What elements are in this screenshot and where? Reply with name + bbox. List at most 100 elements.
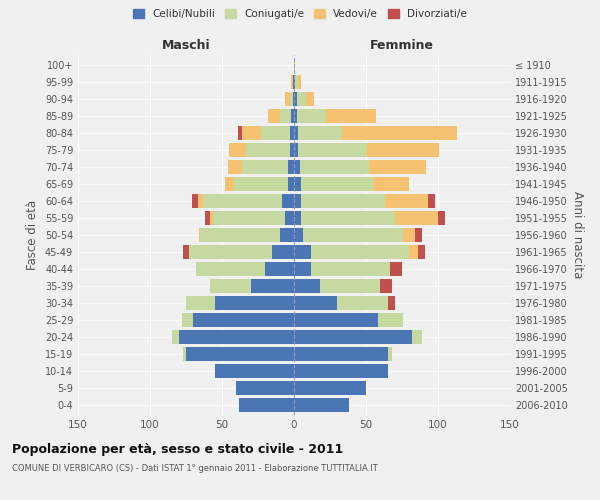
Bar: [418, 245, 425, 259]
Bar: [192, 194, 197, 208]
Text: Femmine: Femmine: [370, 38, 434, 52]
Bar: [211, 279, 251, 293]
Bar: [238, 126, 242, 140]
Bar: [300, 160, 369, 174]
Bar: [428, 194, 435, 208]
Bar: [293, 92, 294, 106]
Bar: [302, 228, 403, 242]
Bar: [186, 347, 294, 361]
Bar: [186, 296, 215, 310]
Bar: [409, 245, 418, 259]
Bar: [373, 177, 409, 191]
Bar: [215, 296, 294, 310]
Bar: [294, 347, 388, 361]
Bar: [225, 177, 233, 191]
Bar: [242, 126, 261, 140]
Bar: [367, 143, 439, 157]
Bar: [326, 109, 376, 123]
Bar: [286, 211, 294, 225]
Text: Maschi: Maschi: [161, 38, 211, 52]
Bar: [291, 109, 294, 123]
Bar: [179, 330, 294, 344]
Bar: [385, 194, 428, 208]
Bar: [283, 194, 294, 208]
Bar: [388, 296, 395, 310]
Bar: [298, 143, 367, 157]
Bar: [293, 75, 294, 89]
Bar: [294, 177, 301, 191]
Bar: [320, 279, 380, 293]
Bar: [268, 109, 280, 123]
Bar: [301, 211, 395, 225]
Bar: [403, 228, 415, 242]
Legend: Celibi/Nubili, Coniugati/e, Vedovi/e, Divorziati/e: Celibi/Nubili, Coniugati/e, Vedovi/e, Di…: [129, 5, 471, 24]
Bar: [183, 245, 189, 259]
Bar: [236, 381, 294, 395]
Bar: [183, 347, 186, 361]
Bar: [193, 313, 294, 327]
Bar: [294, 126, 298, 140]
Bar: [294, 75, 295, 89]
Bar: [196, 262, 265, 276]
Y-axis label: Fasce di età: Fasce di età: [26, 200, 39, 270]
Bar: [380, 279, 392, 293]
Bar: [288, 160, 294, 174]
Bar: [286, 92, 290, 106]
Bar: [301, 194, 385, 208]
Bar: [203, 194, 283, 208]
Bar: [298, 75, 301, 89]
Bar: [295, 75, 298, 89]
Bar: [294, 296, 337, 310]
Bar: [261, 126, 290, 140]
Bar: [290, 92, 293, 106]
Bar: [294, 381, 366, 395]
Bar: [412, 330, 422, 344]
Bar: [290, 143, 294, 157]
Bar: [438, 211, 445, 225]
Bar: [294, 364, 388, 378]
Bar: [189, 245, 272, 259]
Bar: [280, 109, 291, 123]
Bar: [301, 177, 373, 191]
Bar: [369, 160, 427, 174]
Bar: [197, 194, 203, 208]
Bar: [311, 262, 391, 276]
Bar: [291, 75, 293, 89]
Bar: [294, 228, 302, 242]
Bar: [294, 109, 297, 123]
Bar: [294, 262, 311, 276]
Bar: [294, 245, 311, 259]
Bar: [214, 211, 286, 225]
Bar: [415, 228, 422, 242]
Bar: [215, 364, 294, 378]
Bar: [294, 398, 349, 412]
Bar: [294, 143, 298, 157]
Bar: [395, 211, 438, 225]
Bar: [288, 177, 294, 191]
Text: Popolazione per età, sesso e stato civile - 2011: Popolazione per età, sesso e stato civil…: [12, 442, 343, 456]
Bar: [294, 58, 295, 72]
Bar: [388, 347, 392, 361]
Bar: [228, 160, 242, 174]
Bar: [199, 228, 200, 242]
Bar: [294, 330, 412, 344]
Y-axis label: Anni di nascita: Anni di nascita: [571, 192, 584, 278]
Bar: [239, 398, 294, 412]
Text: COMUNE DI VERBICARO (CS) - Dati ISTAT 1° gennaio 2011 - Elaborazione TUTTITALIA.: COMUNE DI VERBICARO (CS) - Dati ISTAT 1°…: [12, 464, 378, 473]
Bar: [337, 296, 388, 310]
Bar: [294, 160, 300, 174]
Bar: [294, 92, 297, 106]
Bar: [280, 228, 294, 242]
Bar: [265, 262, 294, 276]
Bar: [205, 211, 211, 225]
Bar: [294, 313, 377, 327]
Bar: [377, 313, 403, 327]
Bar: [297, 92, 305, 106]
Bar: [247, 143, 290, 157]
Bar: [182, 313, 193, 327]
Bar: [298, 126, 341, 140]
Bar: [272, 245, 294, 259]
Bar: [341, 126, 457, 140]
Bar: [305, 92, 314, 106]
Bar: [294, 194, 301, 208]
